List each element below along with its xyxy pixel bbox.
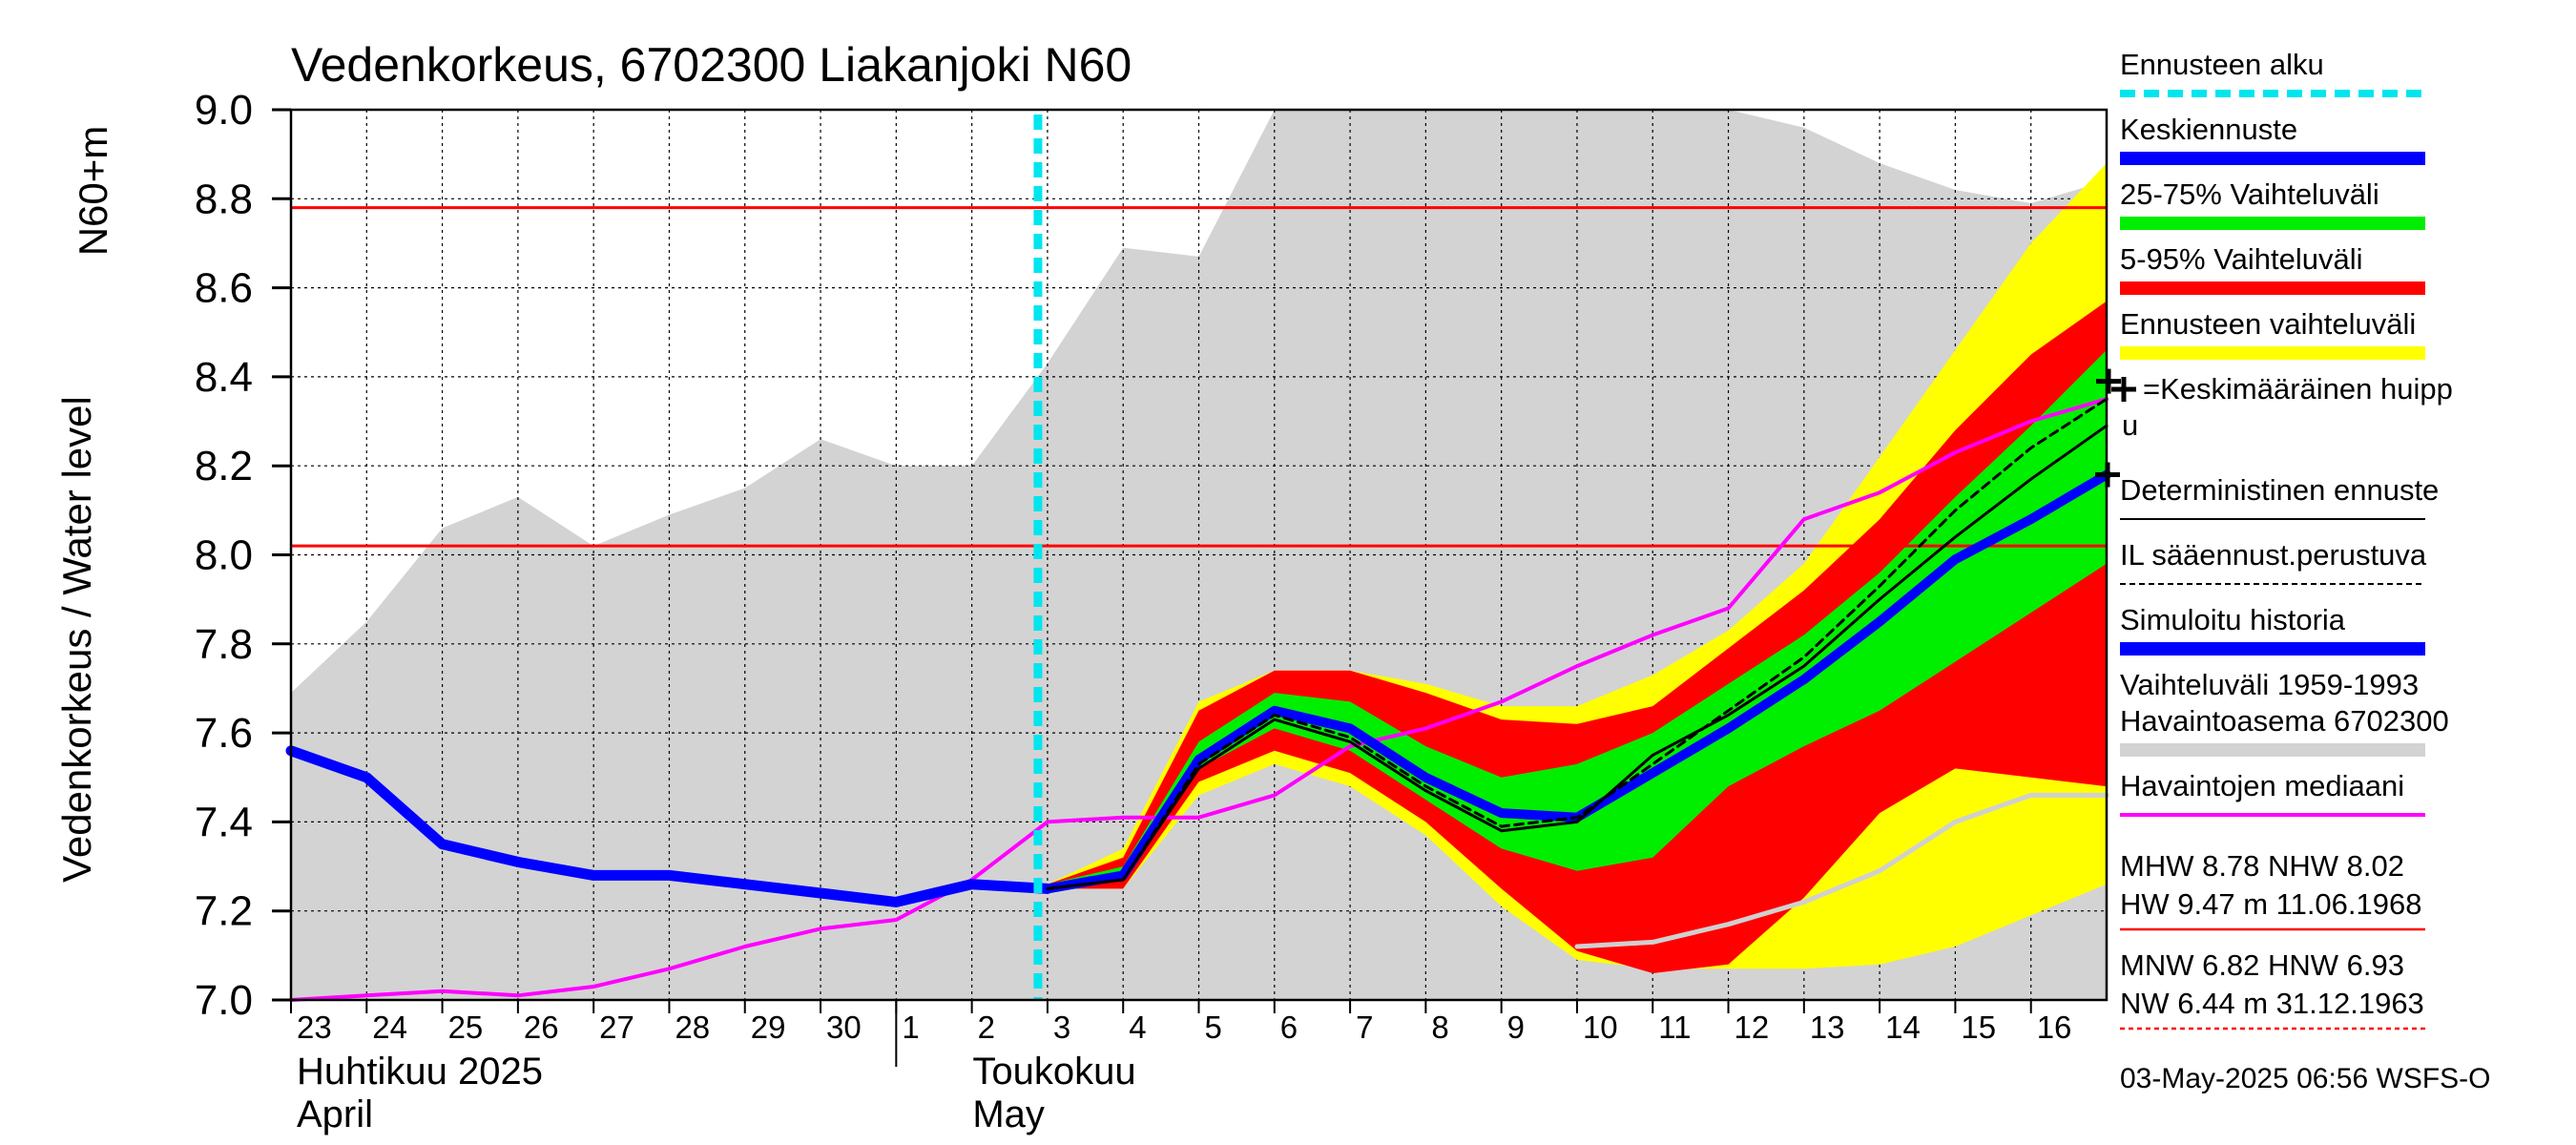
legend-label: Deterministinen ennuste [2120, 473, 2439, 507]
x-tick-label: 27 [599, 1010, 634, 1045]
legend-label: Havaintoasema 6702300 [2120, 704, 2449, 738]
legend-label: Ennusteen vaihteluväli [2120, 307, 2416, 341]
x-tick-label: 30 [826, 1010, 862, 1045]
line-series-8 [1046, 397, 2109, 890]
y-axis-label: Vedenkorkeus / Water level [54, 396, 99, 883]
line-series-4 [289, 397, 2109, 1002]
y-tick-label: 7.6 [195, 710, 253, 757]
y-tick-label: 7.4 [195, 799, 253, 845]
x-tick-label: 13 [1810, 1010, 1845, 1045]
x-tick-label: 3 [1053, 1010, 1070, 1045]
x-tick-label: 1 [902, 1010, 919, 1045]
legend-label: =Keskimääräinen huipp [2143, 372, 2453, 406]
y-tick-label: 8.4 [195, 354, 253, 401]
legend-label: Vaihteluväli 1959-1993 [2120, 668, 2419, 701]
legend-label: Havaintojen mediaani [2120, 769, 2404, 802]
month-label-en: April [297, 1093, 373, 1135]
x-tick-label: 28 [675, 1010, 710, 1045]
legend-stat: HW 9.47 m 11.06.1968 [2120, 887, 2422, 921]
x-tick-label: 23 [297, 1010, 332, 1045]
x-tick-label: 16 [2037, 1010, 2072, 1045]
x-tick-label: 14 [1885, 1010, 1921, 1045]
x-tick-label: 4 [1129, 1010, 1146, 1045]
legend-label: 25-75% Vaihteluväli [2120, 177, 2379, 211]
y-tick-label: 8.8 [195, 176, 253, 222]
x-axis: 23 24 25 26 27 28 29 30 1 2 3 4 5 6 7 8 9 10 11 12 13 14 15 16H… [290, 1000, 2072, 1135]
x-tick-label: 11 [1658, 1010, 1691, 1045]
x-tick-label: 6 [1280, 1010, 1298, 1045]
legend-stat: MNW 6.82 HNW 6.93 [2120, 948, 2404, 982]
y-axis: 7.0 7.2 7.4 7.6 7.8 8.0 8.2 8.4 8.6 8.8 9.0 [195, 87, 291, 1024]
x-tick-label: 29 [751, 1010, 786, 1045]
line-series-7 [1046, 424, 2109, 890]
line-series-5 [285, 745, 1053, 907]
legend-stat: NW 6.44 m 31.12.1963 [2120, 987, 2424, 1020]
month-label-fi: Huhtikuu 2025 [297, 1051, 543, 1093]
y-tick-label: 9.0 [195, 87, 253, 134]
x-tick-label: 12 [1735, 1010, 1770, 1045]
legend-label: Keskiennuste [2120, 113, 2297, 146]
x-tick-label: 25 [448, 1010, 484, 1045]
month-label-fi: Toukokuu [972, 1051, 1135, 1093]
x-tick-label: 9 [1507, 1010, 1525, 1045]
y-tick-label: 8.2 [195, 443, 253, 489]
legend-label: IL sääennust.perustuva [2120, 538, 2427, 572]
y-tick-label: 8.6 [195, 265, 253, 312]
y-tick-label: 7.0 [195, 977, 253, 1024]
y-tick-label: 7.8 [195, 621, 253, 668]
x-tick-label: 8 [1431, 1010, 1448, 1045]
x-tick-label: 24 [372, 1010, 407, 1045]
timestamp-footer: 03-May-2025 06:56 WSFS-O [2120, 1063, 2491, 1094]
legend-stat: MHW 8.78 NHW 8.02 [2120, 849, 2404, 883]
x-tick-label: 7 [1356, 1010, 1373, 1045]
line-series-9 [1574, 792, 2109, 949]
x-tick-label: 5 [1205, 1010, 1222, 1045]
legend-label: Simuloitu historia [2120, 603, 2346, 636]
x-tick-label: 26 [524, 1010, 559, 1045]
legend-label: u [2122, 408, 2138, 442]
legend: Ennusteen alku Keskiennuste 25-75% Vaihtel… [2120, 48, 2453, 1030]
y-tick-label: 8.0 [195, 532, 253, 579]
month-label-en: May [972, 1093, 1045, 1135]
band-series-2 [1047, 301, 2107, 974]
x-tick-label: 2 [978, 1010, 995, 1045]
plot-area [285, 108, 2136, 1002]
chart-title: Vedenkorkeus, 6702300 Liakanjoki N60 [291, 38, 1132, 92]
legend-label: Ennusteen alku [2120, 48, 2324, 81]
legend-label: 5-95% Vaihteluväli [2120, 242, 2362, 276]
x-tick-label: 15 [1961, 1010, 1996, 1045]
x-tick-label: 10 [1583, 1010, 1618, 1045]
y-tick-label: 7.2 [195, 888, 253, 935]
y-axis-unit-label: N60+m [71, 126, 115, 257]
